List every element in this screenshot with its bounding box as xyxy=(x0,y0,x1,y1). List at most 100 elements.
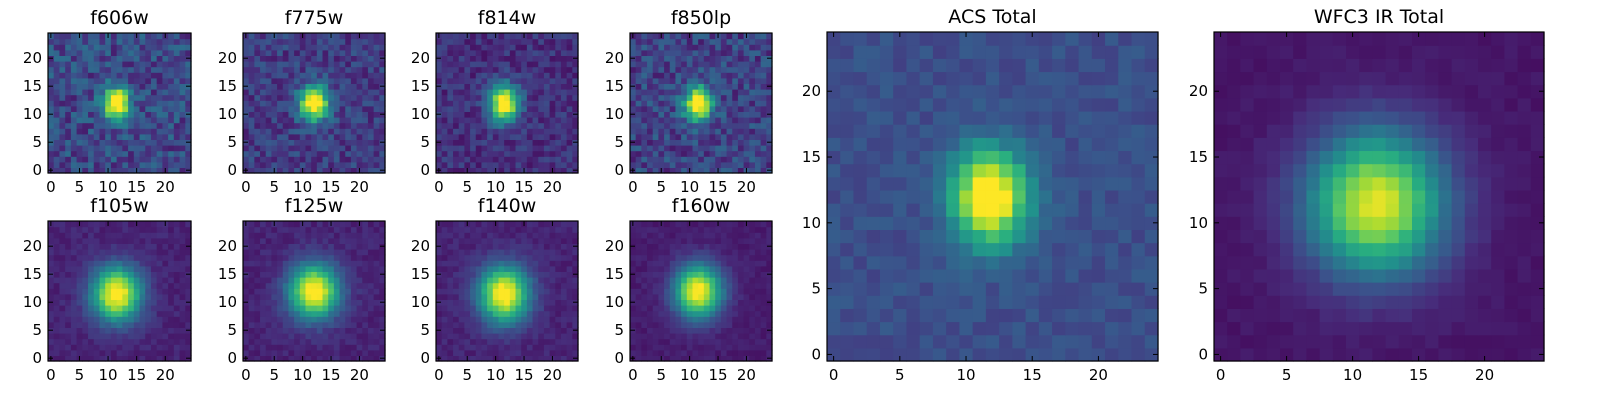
pixel-cell xyxy=(647,111,654,118)
pixel-cell xyxy=(515,249,522,256)
pixel-cell xyxy=(53,226,61,233)
pixel-cell xyxy=(737,327,745,334)
pixel-cell xyxy=(271,338,278,345)
pixel-cell xyxy=(566,66,573,73)
pixel-cell xyxy=(248,338,255,345)
pixel-cell xyxy=(464,83,471,90)
pixel-cell xyxy=(328,61,335,68)
pixel-cell xyxy=(260,260,267,267)
pixel-cell xyxy=(128,139,135,146)
pixel-cell xyxy=(105,237,112,244)
pixel-cell xyxy=(282,349,290,356)
pixel-cell xyxy=(703,299,711,306)
pixel-cell xyxy=(328,305,335,312)
pixel-cell xyxy=(635,77,642,84)
pixel-cell xyxy=(720,277,728,284)
pixel-cell xyxy=(362,355,369,362)
pixel-cell xyxy=(65,145,72,152)
pixel-cell xyxy=(294,139,301,146)
pixel-cell xyxy=(647,282,654,289)
pixel-cell xyxy=(294,232,301,239)
pixel-cell xyxy=(681,167,688,174)
pixel-cell xyxy=(572,288,579,295)
pixel-cell xyxy=(453,61,460,68)
pixel-cell xyxy=(532,271,539,278)
pixel-cell xyxy=(350,117,358,124)
pixel-cell xyxy=(367,139,375,146)
pixel-cell xyxy=(470,55,477,62)
pixel-cell xyxy=(743,321,750,328)
pixel-cell xyxy=(93,355,101,362)
pixel-cell xyxy=(470,156,477,163)
pixel-cell xyxy=(139,161,146,168)
pixel-cell xyxy=(333,128,341,135)
pixel-cell xyxy=(168,254,175,261)
y-tick-label: 5 xyxy=(420,321,430,339)
pixel-cell xyxy=(299,83,307,90)
pixel-cell xyxy=(76,344,83,351)
pixel-cell xyxy=(458,221,465,228)
pixel-cell xyxy=(294,133,301,140)
pixel-cell xyxy=(156,49,163,56)
pixel-cell xyxy=(288,349,295,356)
pixel-cell xyxy=(48,145,55,152)
pixel-cell xyxy=(311,271,318,278)
pixel-cell xyxy=(549,299,556,306)
pixel-cell xyxy=(277,221,284,228)
pixel-cell xyxy=(652,344,659,351)
pixel-cell xyxy=(532,277,539,284)
pixel-cell xyxy=(464,349,471,356)
pixel-cell xyxy=(356,282,363,289)
pixel-cell xyxy=(145,349,152,356)
pixel-cell xyxy=(572,145,579,152)
pixel-cell xyxy=(356,72,363,79)
pixel-cell xyxy=(521,310,528,317)
pixel-cell xyxy=(150,282,158,289)
pixel-cell xyxy=(470,288,477,295)
pixel-cell xyxy=(322,344,329,351)
pixel-cell xyxy=(555,338,562,345)
pixel-cell xyxy=(754,49,762,56)
pixel-cell xyxy=(720,105,728,112)
pixel-cell xyxy=(362,338,369,345)
pixel-cell xyxy=(487,167,494,174)
pixel-cell xyxy=(447,226,454,233)
pixel-cell xyxy=(367,33,375,40)
pixel-cell xyxy=(282,249,290,256)
pixel-cell xyxy=(373,61,380,68)
pixel-cell xyxy=(53,316,61,323)
pixel-cell xyxy=(311,265,318,272)
pixel-cell xyxy=(709,333,716,340)
pixel-cell xyxy=(658,133,665,140)
pixel-cell xyxy=(88,310,95,317)
pixel-cell xyxy=(572,156,579,163)
pixel-cell xyxy=(328,128,335,135)
pixel-cell xyxy=(641,77,648,84)
pixel-cell xyxy=(53,117,61,124)
pixel-cell xyxy=(641,145,648,152)
pixel-cell xyxy=(572,117,579,124)
pixel-cell xyxy=(526,167,534,174)
pixel-cell xyxy=(339,316,346,323)
pixel-cell xyxy=(703,139,711,146)
pixel-cell xyxy=(470,33,477,40)
pixel-cell xyxy=(487,299,494,306)
pixel-cell xyxy=(128,226,135,233)
pixel-cell xyxy=(59,105,66,112)
pixel-cell xyxy=(498,77,505,84)
pixel-cell xyxy=(316,316,324,323)
pixel-cell xyxy=(715,61,722,68)
pixel-cell xyxy=(156,100,163,107)
pixel-cell xyxy=(754,105,762,112)
pixel-cell xyxy=(65,277,72,284)
pixel-cell xyxy=(715,72,722,79)
pixel-cell xyxy=(305,145,312,152)
pixel-cell xyxy=(470,316,477,323)
pixel-cell xyxy=(122,254,129,261)
pixel-cell xyxy=(93,100,101,107)
pixel-cell xyxy=(532,122,539,129)
pixel-cell xyxy=(749,89,756,96)
pixel-cell xyxy=(294,293,301,300)
pixel-cell xyxy=(515,333,522,340)
pixel-cell xyxy=(333,44,341,51)
